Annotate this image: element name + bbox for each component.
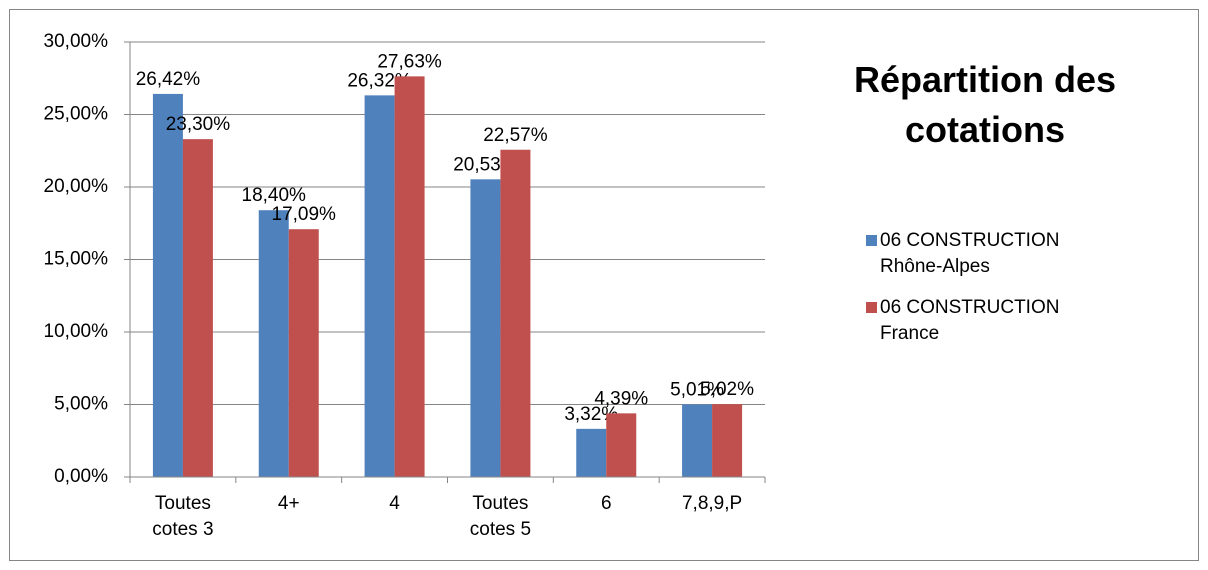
bar bbox=[500, 149, 531, 478]
bar bbox=[258, 210, 289, 477]
y-tick-label: 5,00% bbox=[54, 394, 108, 415]
legend-label: 06 CONSTRUCTION Rhône-Alpes bbox=[880, 230, 1060, 277]
bar bbox=[576, 428, 607, 477]
data-label: 4,39% bbox=[594, 388, 648, 409]
x-tick-label: 7,8,9,P bbox=[681, 493, 743, 514]
bar bbox=[152, 93, 183, 477]
y-tick-label: 20,00% bbox=[44, 176, 109, 197]
x-tick-label: Toutes cotes 5 bbox=[469, 493, 532, 540]
legend-swatch bbox=[866, 302, 877, 313]
data-label: 5,02% bbox=[700, 379, 754, 400]
bar bbox=[394, 76, 425, 478]
x-tick-label: 6 bbox=[600, 493, 612, 514]
bar bbox=[712, 404, 743, 477]
legend-label: 06 CONSTRUCTION France bbox=[880, 297, 1060, 344]
y-tick-label: 25,00% bbox=[44, 104, 109, 125]
y-tick-label: 0,00% bbox=[54, 466, 108, 487]
bar bbox=[682, 404, 713, 477]
data-label: 27,63% bbox=[377, 51, 442, 72]
data-label: 26,42% bbox=[136, 69, 201, 90]
chart-border bbox=[9, 9, 1199, 561]
y-tick-label: 30,00% bbox=[44, 31, 109, 52]
data-label: 22,57% bbox=[483, 125, 548, 146]
data-label: 3,32% bbox=[564, 404, 618, 425]
x-tick-label: Toutes cotes 3 bbox=[152, 493, 214, 540]
y-tick-label: 10,00% bbox=[44, 321, 109, 342]
data-label: 5,01% bbox=[670, 379, 724, 400]
bar bbox=[470, 179, 501, 477]
x-tick-label: 4+ bbox=[277, 493, 300, 514]
x-tick-label: 4 bbox=[389, 493, 400, 514]
y-tick-label: 15,00% bbox=[44, 249, 109, 270]
bar bbox=[288, 229, 319, 477]
chart-title: Répartition des cotations bbox=[853, 59, 1117, 150]
bar bbox=[606, 413, 637, 477]
data-label: 18,40% bbox=[242, 185, 307, 206]
data-label: 17,09% bbox=[272, 204, 337, 225]
data-label: 23,30% bbox=[166, 114, 231, 135]
bar bbox=[182, 139, 213, 477]
bar bbox=[364, 95, 395, 478]
legend-swatch bbox=[866, 235, 877, 246]
